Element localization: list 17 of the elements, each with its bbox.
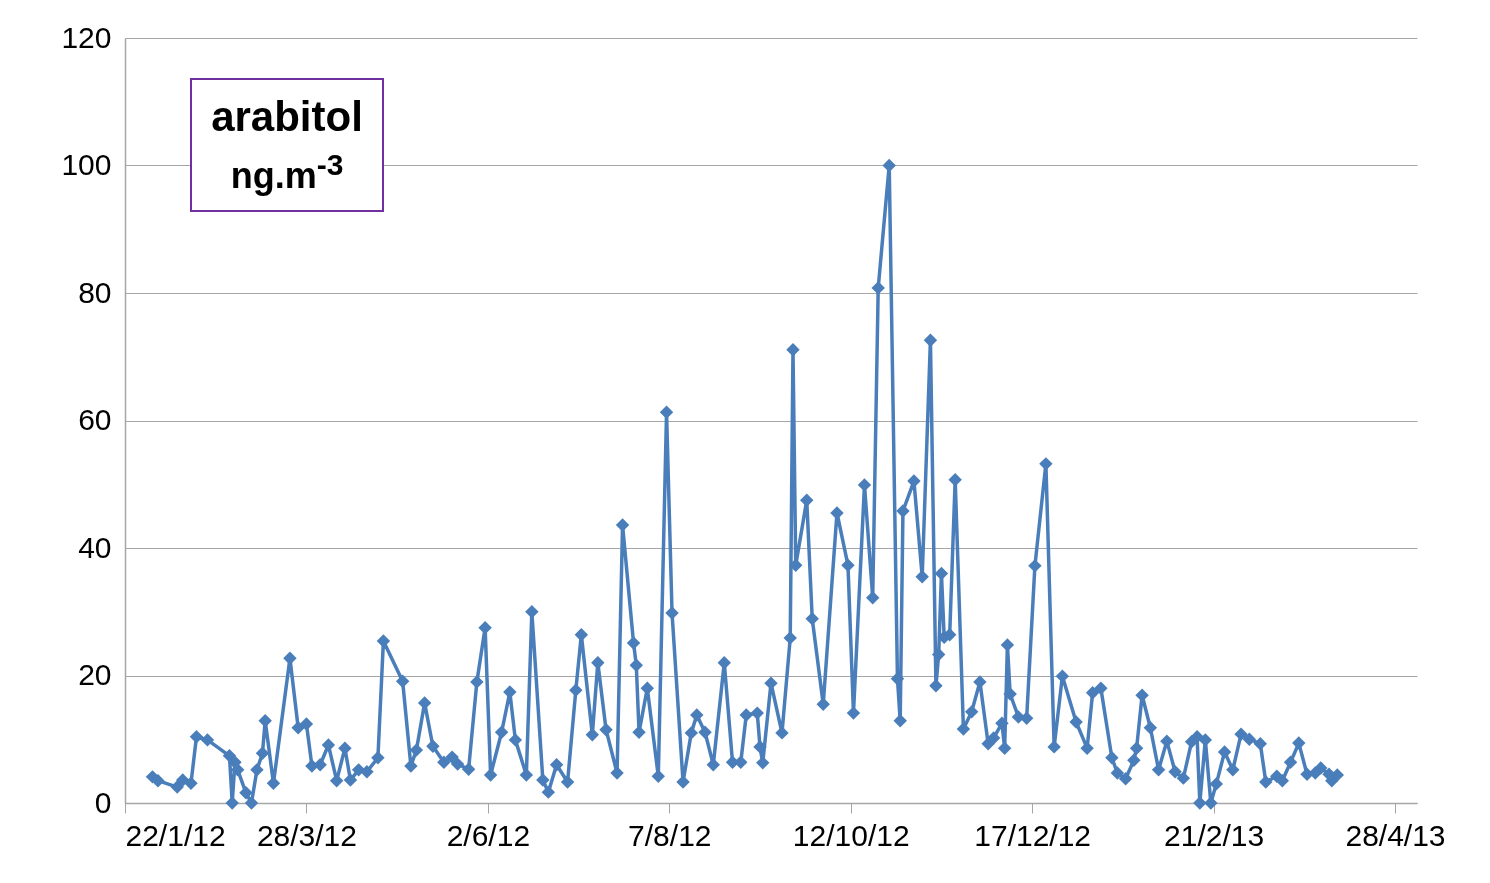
y-tick-label: 100 [61,148,112,181]
y-tick-label: 20 [78,658,112,691]
x-tick-label: 28/4/13 [1345,818,1446,852]
x-tick-label: 2/6/12 [446,818,531,852]
y-tick-label: 120 [61,20,112,54]
y-tick-label: 80 [78,275,112,309]
x-tick-label: 22/1/12 [125,818,226,852]
x-tick-label: 12/10/12 [792,818,910,852]
y-tick-label: 60 [78,403,112,436]
x-tick-label: 21/2/13 [1164,818,1265,852]
x-tick-label: 28/3/12 [256,818,357,852]
x-tick-label: 17/12/12 [974,818,1092,852]
y-tick-label: 0 [94,785,112,819]
x-tick-label: 7/8/12 [628,818,712,852]
annotation: arabitol [210,92,364,142]
y-tick-label: 40 [78,530,112,564]
annotation: ng.m$^{-3}$ [229,147,345,198]
